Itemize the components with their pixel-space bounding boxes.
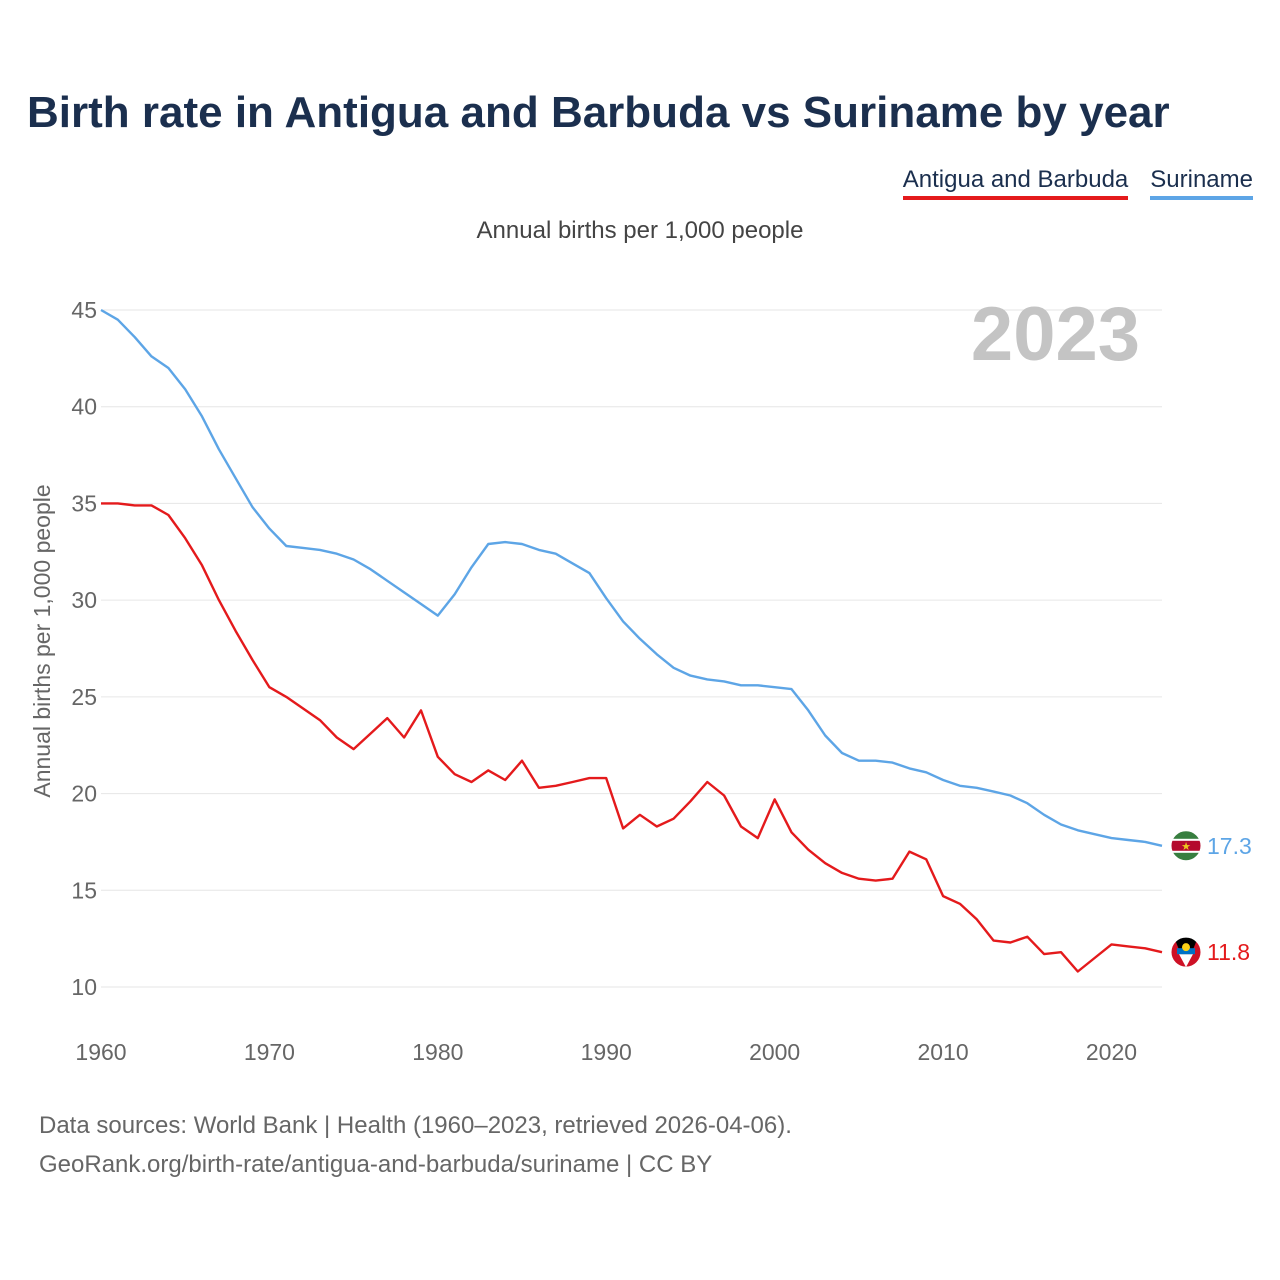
x-tick-label: 2020 [1086,1039,1137,1065]
x-tick-label: 1990 [581,1039,632,1065]
y-tick-label: 25 [71,684,97,710]
year-watermark: 2023 [971,292,1140,377]
y-tick-label: 40 [71,394,97,420]
y-tick-label: 45 [71,297,97,323]
x-tick-label: 1960 [75,1039,126,1065]
footer-url: GeoRank.org/birth-rate/antigua-and-barbu… [39,1151,713,1178]
antigua-flag-icon [1170,936,1202,968]
chart-subtitle: Annual births per 1,000 people [476,217,804,244]
series-line-suriname[interactable] [100,308,1163,847]
x-tick-label: 1970 [244,1039,295,1065]
x-tick-label: 1980 [412,1039,463,1065]
x-tick-label: 2000 [749,1039,800,1065]
x-axis-ticks: 1960 1970 1980 1990 2000 2010 2020 [75,1039,1137,1065]
x-tick-label: 2010 [917,1039,968,1065]
series-line-antigua-and-barbuda[interactable] [101,502,1163,973]
y-tick-label: 30 [71,587,97,613]
legend: Antigua and Barbuda Suriname [902,166,1253,200]
legend-item-suriname[interactable]: Suriname [1150,166,1253,200]
grid-lines [101,309,1162,988]
y-tick-label: 20 [71,781,97,807]
series-end-markers: 11.8 ★ 17.3 [1170,830,1252,968]
end-value-label-suriname: 17.3 [1207,833,1252,859]
chart-title: Birth rate in Antigua and Barbuda vs Sur… [27,88,1170,137]
footer: Data sources: World Bank | Health (1960–… [39,1106,792,1184]
legend-item-antigua-and-barbuda[interactable]: Antigua and Barbuda [902,166,1129,200]
suriname-flag-icon: ★ [1170,830,1202,862]
svg-text:★: ★ [1181,840,1191,853]
series-lines [100,308,1163,973]
footer-sources: Data sources: World Bank | Health (1960–… [39,1112,792,1139]
y-tick-label: 10 [71,974,97,1000]
end-value-label-antigua-and-barbuda: 11.8 [1207,939,1250,965]
y-tick-label: 35 [71,490,97,516]
y-tick-label: 15 [71,877,97,903]
y-axis-label: Annual births per 1,000 people [29,484,55,797]
y-axis-ticks: 10 15 20 25 30 35 40 45 [71,297,97,1000]
